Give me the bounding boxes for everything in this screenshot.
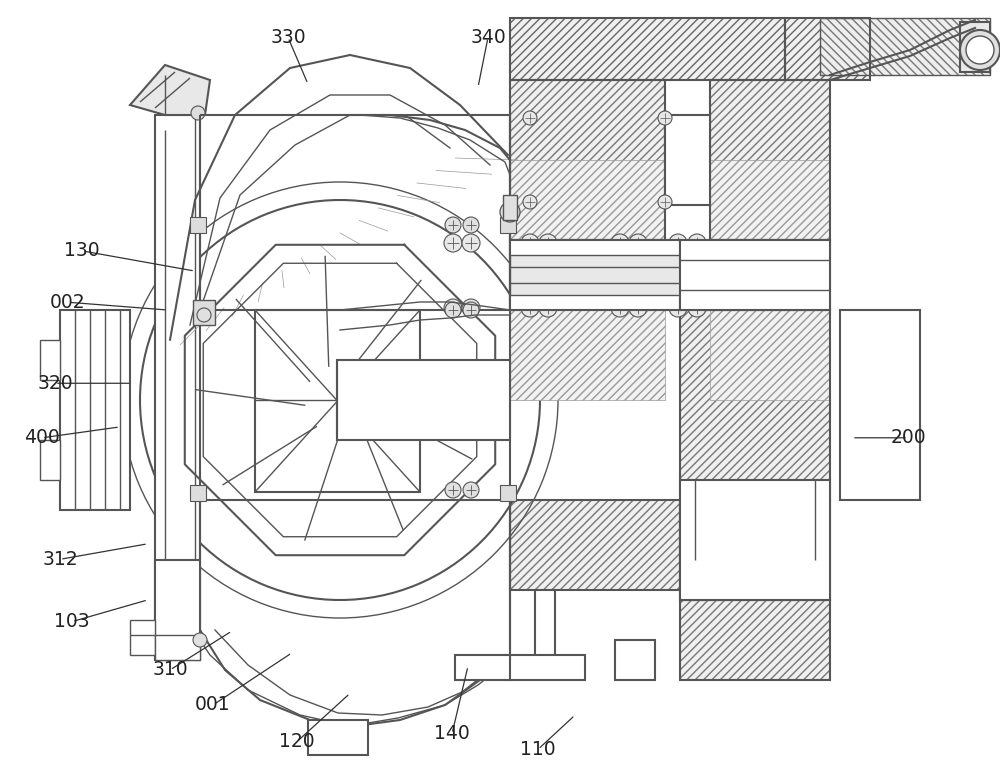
Circle shape <box>688 299 706 317</box>
Polygon shape <box>710 80 830 240</box>
Circle shape <box>658 195 672 209</box>
Polygon shape <box>337 360 510 440</box>
Polygon shape <box>255 310 420 492</box>
Polygon shape <box>555 255 780 295</box>
Circle shape <box>688 234 706 252</box>
Polygon shape <box>500 485 516 501</box>
Circle shape <box>444 234 462 252</box>
Circle shape <box>463 482 479 498</box>
Polygon shape <box>40 440 60 480</box>
Polygon shape <box>710 310 830 400</box>
Polygon shape <box>510 80 665 240</box>
Polygon shape <box>510 18 785 80</box>
Polygon shape <box>500 217 516 233</box>
Text: 320: 320 <box>37 374 73 393</box>
Polygon shape <box>710 160 830 240</box>
Text: 310: 310 <box>152 661 188 679</box>
Circle shape <box>960 30 1000 70</box>
Circle shape <box>669 234 687 252</box>
Polygon shape <box>155 115 200 660</box>
Text: 200: 200 <box>890 428 926 447</box>
Text: 110: 110 <box>520 740 556 759</box>
Circle shape <box>611 234 629 252</box>
Polygon shape <box>510 160 665 240</box>
Text: 140: 140 <box>434 724 470 743</box>
Polygon shape <box>190 485 206 501</box>
Circle shape <box>629 299 647 317</box>
Polygon shape <box>555 265 770 285</box>
Polygon shape <box>505 655 585 680</box>
Polygon shape <box>535 590 555 660</box>
Circle shape <box>191 106 205 120</box>
Circle shape <box>445 302 461 318</box>
Text: 130: 130 <box>64 241 100 260</box>
Text: 340: 340 <box>470 28 506 47</box>
Circle shape <box>193 633 207 647</box>
Polygon shape <box>785 18 870 80</box>
Polygon shape <box>615 640 655 680</box>
Circle shape <box>669 299 687 317</box>
Circle shape <box>629 234 647 252</box>
Polygon shape <box>155 560 200 660</box>
Circle shape <box>523 195 537 209</box>
Circle shape <box>523 111 537 125</box>
Text: 103: 103 <box>54 612 90 631</box>
Polygon shape <box>960 22 990 72</box>
Polygon shape <box>820 18 990 75</box>
Polygon shape <box>510 500 680 590</box>
Text: 001: 001 <box>195 696 231 714</box>
Text: 002: 002 <box>50 293 86 312</box>
Text: 400: 400 <box>24 428 60 447</box>
Polygon shape <box>455 655 510 680</box>
Circle shape <box>445 217 461 233</box>
Polygon shape <box>60 310 130 510</box>
Circle shape <box>462 234 480 252</box>
Polygon shape <box>190 217 206 233</box>
Circle shape <box>444 299 462 317</box>
Polygon shape <box>510 310 665 400</box>
Polygon shape <box>40 340 60 380</box>
Circle shape <box>658 111 672 125</box>
Polygon shape <box>308 720 368 755</box>
Circle shape <box>463 217 479 233</box>
Polygon shape <box>680 480 830 600</box>
Circle shape <box>463 302 479 318</box>
Polygon shape <box>680 600 830 680</box>
Polygon shape <box>130 620 155 655</box>
Circle shape <box>539 234 557 252</box>
Polygon shape <box>510 255 680 295</box>
Polygon shape <box>510 240 680 310</box>
Circle shape <box>500 202 520 222</box>
Polygon shape <box>503 195 517 220</box>
Circle shape <box>539 299 557 317</box>
Circle shape <box>521 299 539 317</box>
Circle shape <box>521 234 539 252</box>
Polygon shape <box>680 310 830 500</box>
Circle shape <box>611 299 629 317</box>
Polygon shape <box>510 240 830 310</box>
Polygon shape <box>680 240 830 310</box>
Text: 120: 120 <box>279 732 315 751</box>
Circle shape <box>197 308 211 322</box>
Circle shape <box>966 36 994 64</box>
Circle shape <box>445 482 461 498</box>
Polygon shape <box>155 635 200 660</box>
Polygon shape <box>680 500 830 600</box>
Polygon shape <box>665 115 710 205</box>
Polygon shape <box>193 300 215 325</box>
Polygon shape <box>840 310 920 500</box>
Text: 312: 312 <box>42 550 78 569</box>
Circle shape <box>462 299 480 317</box>
Text: 330: 330 <box>270 28 306 47</box>
Polygon shape <box>130 65 210 115</box>
